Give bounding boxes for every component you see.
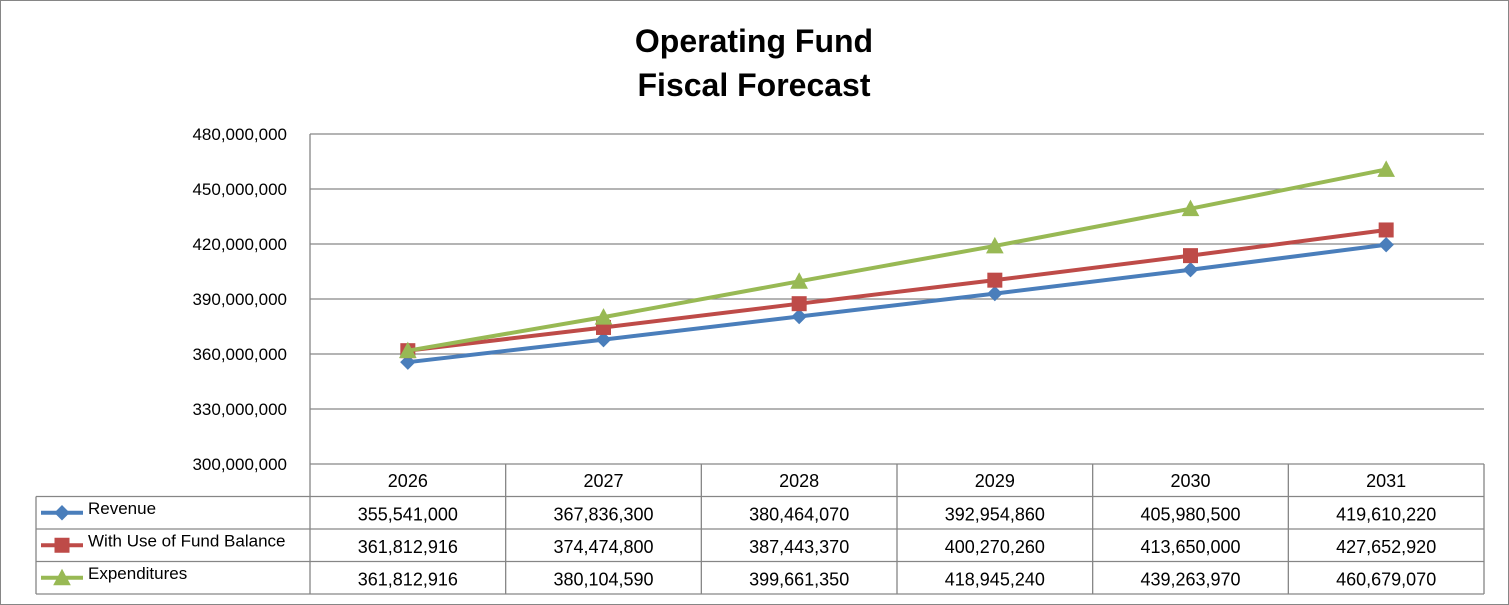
data-point-expenditures [790,272,809,289]
data-label: 418,945,240 [945,570,1045,590]
data-label: 380,464,070 [749,505,849,525]
data-label: 427,652,920 [1336,537,1436,557]
y-tick-label: 390,000,000 [192,290,287,309]
series-line-revenue [407,242,1387,365]
x-tick-label: 2029 [975,471,1015,491]
y-tick-label: 420,000,000 [192,235,287,254]
data-point-revenue [1378,237,1394,253]
data-point-revenue [1182,261,1199,278]
x-tick-label: 2031 [1366,471,1406,491]
data-point-expenditures [1377,160,1395,177]
data-label: 387,443,370 [749,537,849,557]
legend-label: Revenue [88,499,156,518]
legend-key-marker [54,537,70,553]
data-label: 405,980,500 [1140,505,1240,525]
data-point-revenue [400,354,416,370]
data-point-with-use-of-fund-balance [1378,222,1394,238]
data-label: 439,263,970 [1140,570,1240,590]
data-point-with-use-of-fund-balance [791,296,807,312]
x-tick-label: 2030 [1170,471,1210,491]
data-label: 399,661,350 [749,570,849,590]
data-point-revenue [987,285,1003,302]
chart-title-line-2: Fiscal Forecast [638,67,871,103]
x-tick-label: 2026 [388,471,428,491]
x-tick-label: 2028 [779,471,819,491]
data-point-revenue [791,308,807,325]
data-label: 380,104,590 [553,570,653,590]
series-line-expenditures [407,167,1387,353]
legend-label: Expenditures [88,564,187,583]
legend-key-marker [54,505,70,521]
y-tick-label: 300,000,000 [192,455,287,474]
legend-label: With Use of Fund Balance [88,531,285,550]
y-tick-label: 480,000,000 [192,125,287,144]
data-label: 419,610,220 [1336,505,1436,525]
legend-key-marker [53,568,71,586]
data-label: 460,679,070 [1336,570,1436,590]
data-label: 361,812,916 [358,537,458,557]
data-point-expenditures [1181,199,1200,217]
y-tick-label: 330,000,000 [192,400,287,419]
data-label: 355,541,000 [358,505,458,525]
data-label: 400,270,260 [945,537,1045,557]
data-point-expenditures [985,236,1004,254]
data-label: 367,836,300 [553,505,653,525]
data-point-with-use-of-fund-balance [987,272,1003,288]
data-point-revenue [595,331,612,348]
data-point-with-use-of-fund-balance [1183,248,1198,264]
data-label: 374,474,800 [553,537,653,557]
data-label: 392,954,860 [945,505,1045,525]
y-tick-label: 360,000,000 [192,345,287,364]
series-line-with-use-of-fund-balance [407,227,1387,353]
chart-title-line-1: Operating Fund [635,23,873,59]
data-label: 361,812,916 [358,570,458,590]
x-tick-label: 2027 [583,471,623,491]
data-point-expenditures [594,308,613,325]
data-label: 413,650,000 [1140,537,1240,557]
data-point-expenditures [399,341,417,359]
y-tick-label: 450,000,000 [192,180,287,199]
